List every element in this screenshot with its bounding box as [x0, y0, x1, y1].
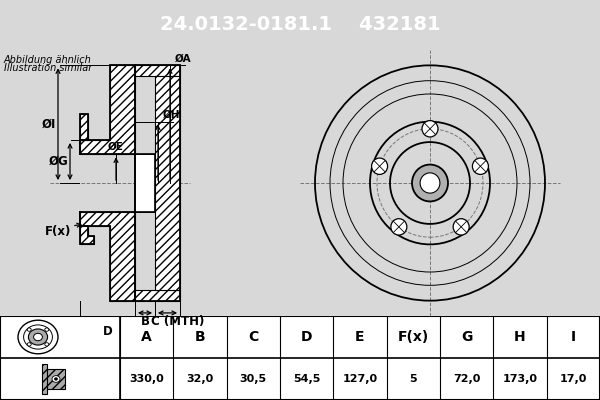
Text: ØI: ØI: [41, 118, 56, 131]
Polygon shape: [155, 76, 180, 290]
Text: F(x): F(x): [45, 224, 71, 238]
Circle shape: [55, 378, 58, 380]
Circle shape: [45, 328, 49, 331]
Circle shape: [34, 333, 43, 341]
Text: A: A: [141, 330, 152, 344]
Text: 330,0: 330,0: [129, 374, 164, 384]
Circle shape: [420, 173, 440, 193]
Polygon shape: [135, 290, 180, 301]
Text: 24.0132-0181.1    432181: 24.0132-0181.1 432181: [160, 16, 440, 34]
Text: F(x): F(x): [398, 330, 429, 344]
Text: Illustration similar: Illustration similar: [4, 63, 92, 73]
Text: ØG: ØG: [48, 155, 68, 168]
Circle shape: [27, 343, 31, 346]
Circle shape: [45, 343, 49, 346]
Bar: [42, 364, 47, 394]
Polygon shape: [80, 65, 135, 154]
Polygon shape: [135, 154, 155, 212]
Text: 127,0: 127,0: [343, 374, 377, 384]
Text: 17,0: 17,0: [560, 374, 587, 384]
Text: ØA: ØA: [175, 53, 191, 63]
Text: E: E: [355, 330, 365, 344]
Text: 32,0: 32,0: [187, 374, 214, 384]
Text: 5: 5: [410, 374, 417, 384]
Text: B: B: [140, 315, 149, 328]
Circle shape: [52, 376, 60, 382]
Text: 173,0: 173,0: [503, 374, 538, 384]
Text: 54,5: 54,5: [293, 374, 320, 384]
Polygon shape: [80, 226, 94, 244]
Text: I: I: [571, 330, 576, 344]
Text: Abbildung ähnlich: Abbildung ähnlich: [4, 55, 92, 65]
Text: G: G: [461, 330, 472, 344]
Circle shape: [412, 164, 448, 202]
Polygon shape: [80, 212, 135, 301]
Circle shape: [472, 158, 488, 174]
Circle shape: [27, 328, 31, 331]
Text: B: B: [194, 330, 205, 344]
Text: C (MTH): C (MTH): [151, 315, 204, 328]
Circle shape: [422, 120, 438, 137]
Text: ØH: ØH: [163, 110, 181, 120]
Text: D: D: [103, 325, 112, 338]
Text: 72,0: 72,0: [453, 374, 481, 384]
Text: D: D: [301, 330, 313, 344]
Polygon shape: [135, 65, 180, 76]
Polygon shape: [80, 114, 88, 140]
Circle shape: [371, 158, 388, 174]
Circle shape: [391, 219, 407, 235]
Circle shape: [28, 329, 47, 345]
Text: C: C: [248, 330, 259, 344]
Text: 30,5: 30,5: [240, 374, 267, 384]
Circle shape: [453, 219, 469, 235]
Bar: [47, 369, 65, 389]
Text: ØE: ØE: [108, 141, 124, 151]
Text: H: H: [514, 330, 526, 344]
